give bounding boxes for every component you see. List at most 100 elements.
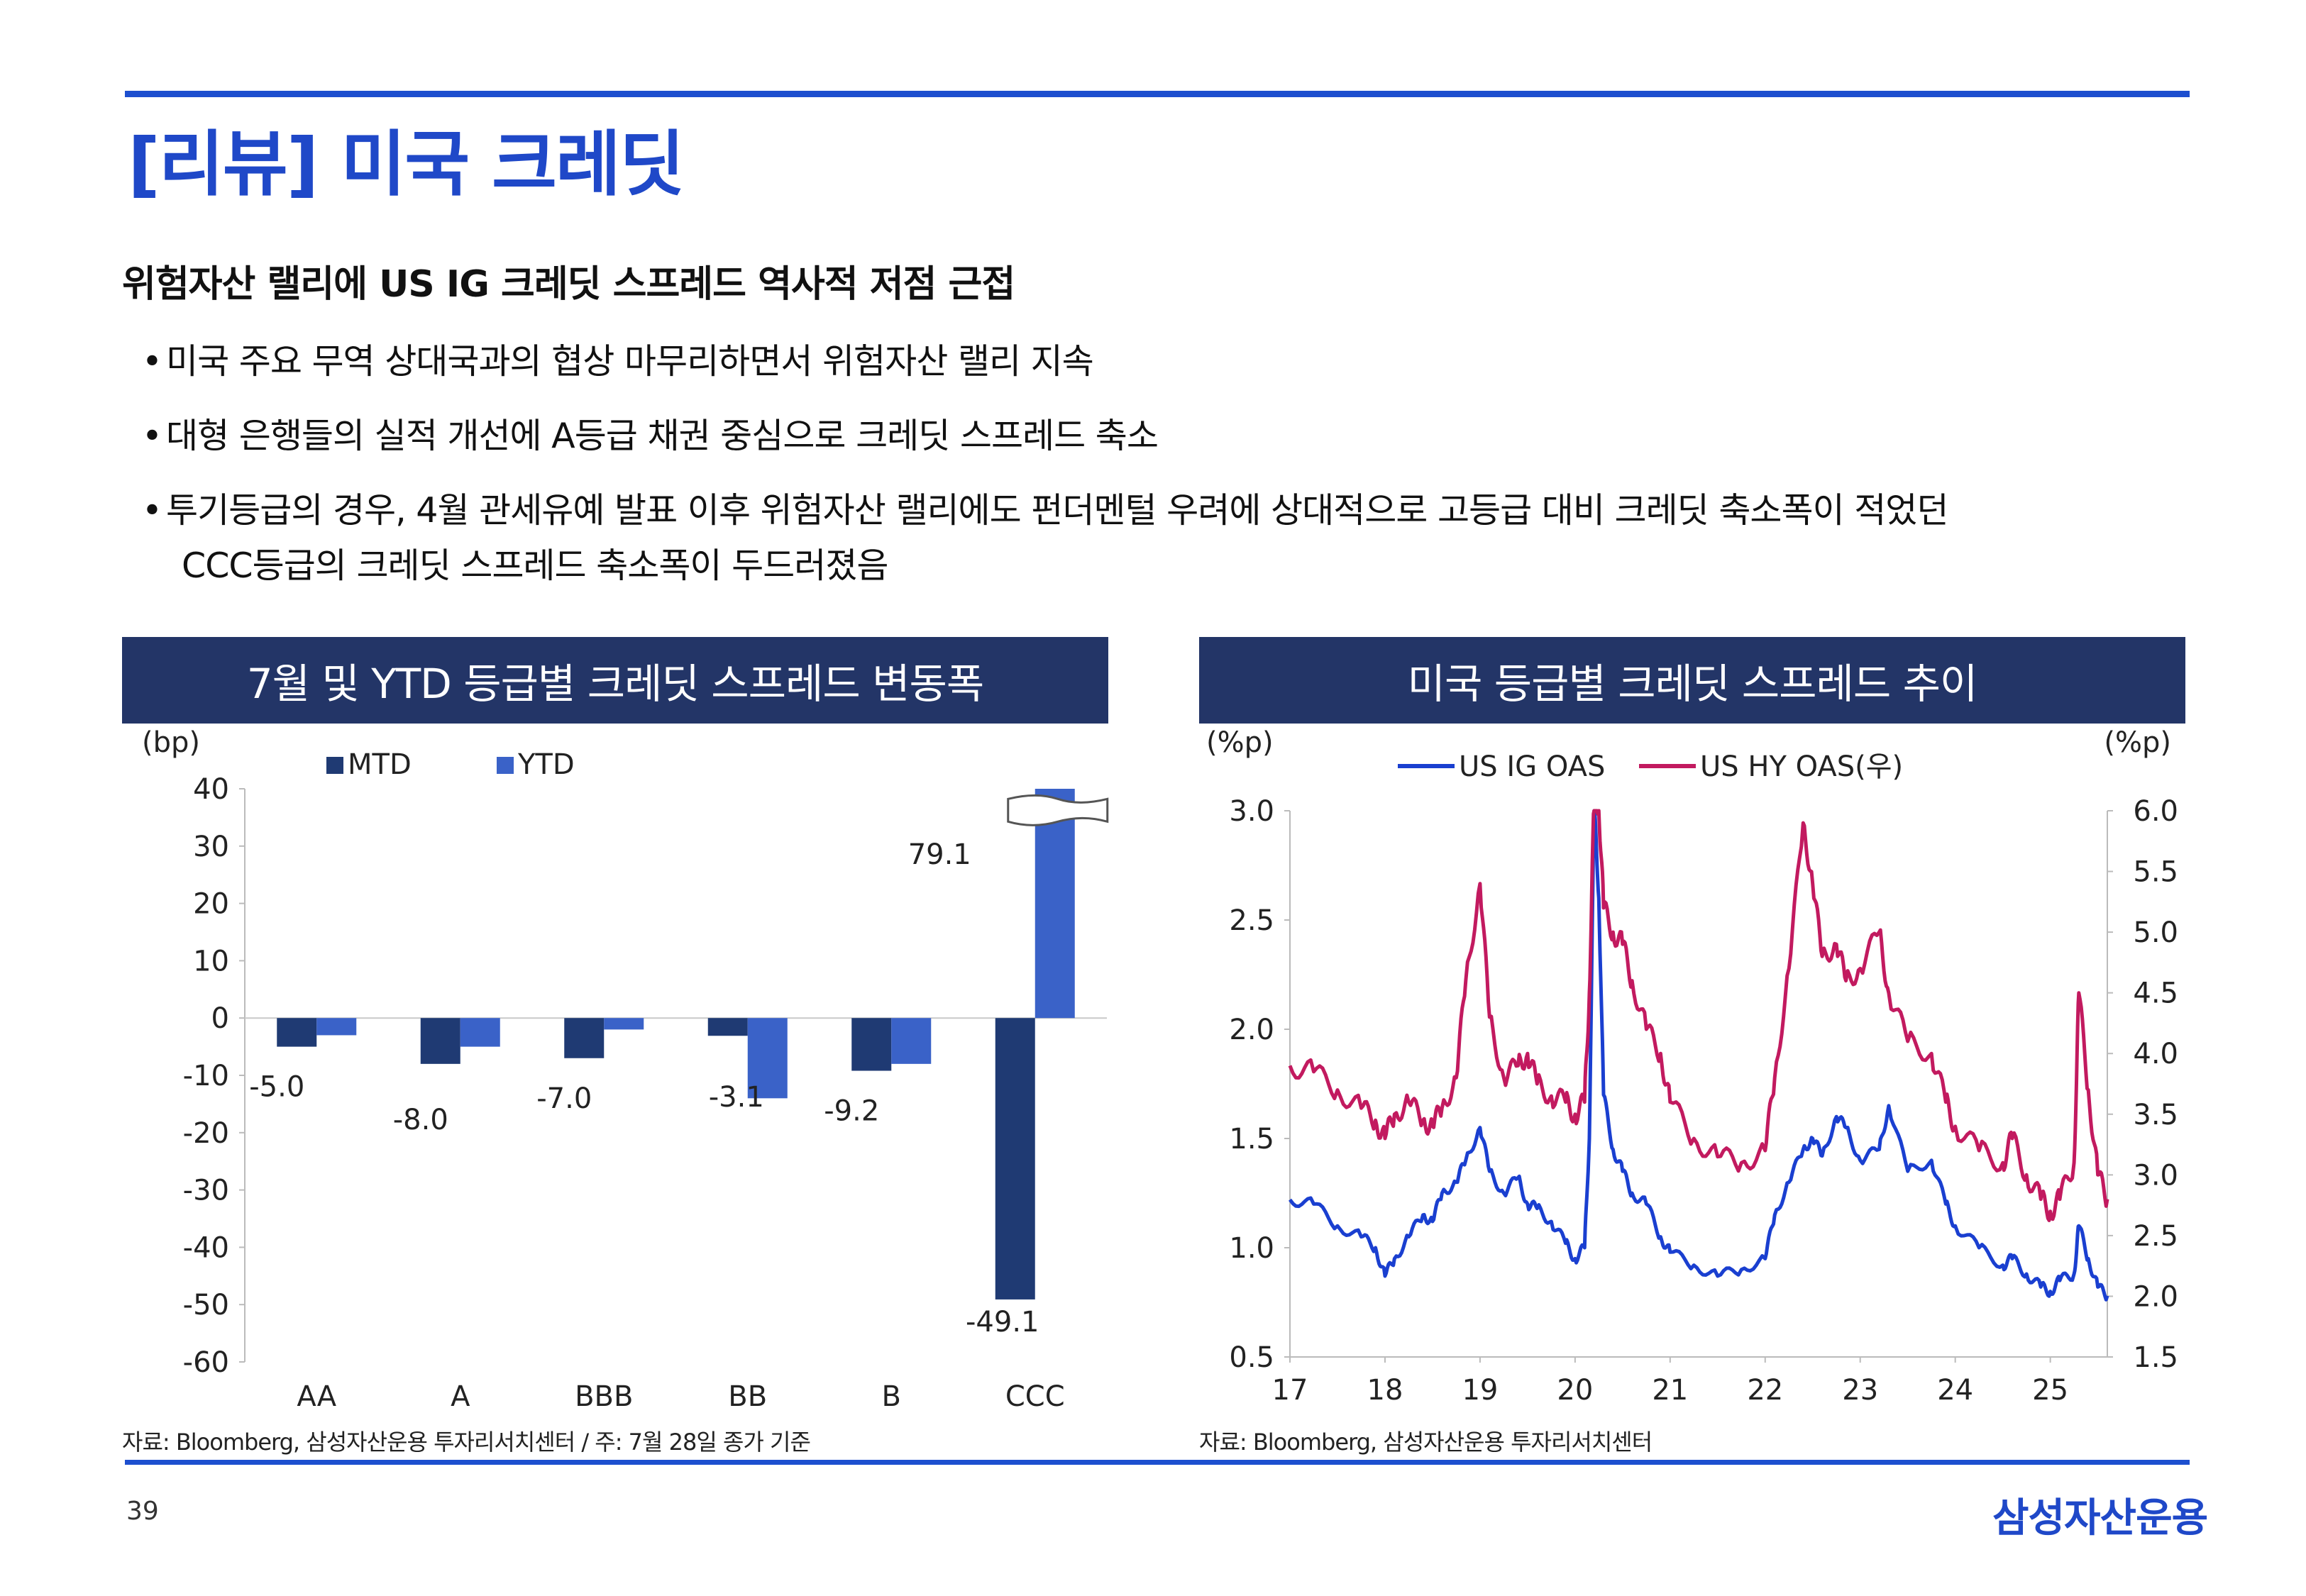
- line-x-tick-label: 23: [1842, 1374, 1878, 1407]
- line-x-tick-label: 17: [1272, 1374, 1308, 1407]
- line-axes: 3.0 2.5 2.0 1.5 1.0 0.5 6.0 5.5 5.0 4.5 4.0 3.5 3.0 2…: [1229, 795, 2178, 1407]
- line-x-tick-label: 20: [1557, 1374, 1593, 1407]
- bar-marks: [277, 789, 1075, 1299]
- bar-y-tick-label: 0: [211, 1002, 229, 1035]
- bar-y-tick-label: -50: [183, 1289, 229, 1321]
- line-left-tick-label: 3.0: [1229, 795, 1274, 828]
- bar-y-tick-label: -20: [183, 1117, 229, 1150]
- bar-ytd-ccc: [1035, 789, 1075, 1019]
- bar-x-tick-label: B: [882, 1380, 901, 1413]
- bar-legend: MTD YTD: [326, 748, 575, 781]
- line-chart: (%p) (%p) US IG OAS US HY OAS(우) 3.0 2.5 2.…: [1206, 727, 2178, 1407]
- bar-data-label: -5.0: [249, 1071, 304, 1104]
- legend-label-ytd: YTD: [517, 748, 575, 781]
- us-hy-oas-line: [1288, 809, 2109, 1222]
- right-panel-header: 미국 등급별 크레딧 스프레드 추이: [1199, 637, 2185, 724]
- bar-y-tick-label: -40: [183, 1231, 229, 1264]
- bar-data-label: -3.1: [709, 1081, 764, 1114]
- bar-mtd-a: [420, 1018, 460, 1064]
- bullet-dot: •: [142, 416, 162, 456]
- axis-break-shape: [1007, 794, 1109, 826]
- left-panel-header: 7월 및 YTD 등급별 크레딧 스프레드 변동폭: [122, 637, 1108, 724]
- legend-swatch-ytd: [497, 757, 514, 774]
- bullet-dot: •: [142, 490, 162, 531]
- line-right-tick-label: 3.0: [2133, 1159, 2178, 1192]
- line-x-tick-label: 22: [1747, 1374, 1783, 1407]
- bar-y-tick-label: 40: [193, 773, 229, 806]
- bullet-dot: •: [142, 341, 162, 382]
- bar-x-tick-label: BBB: [575, 1380, 633, 1413]
- line-left-tick-label: 1.0: [1229, 1232, 1274, 1265]
- bar-y-tick-label: -30: [183, 1175, 229, 1207]
- headline: 위험자산 랠리에 US IG 크레딧 스프레드 역사적 저점 근접: [122, 263, 1015, 306]
- bar-y-axis: 40 30 20 10 0 -10 -20 -30 -40 -50 -60: [183, 773, 1107, 1379]
- bar-y-tick-label: 30: [193, 831, 229, 863]
- bar-y-tick-label: -10: [183, 1060, 229, 1092]
- legend-label-us-ig-oas: US IG OAS: [1459, 750, 1605, 783]
- line-x-tick-label: 24: [1937, 1374, 1973, 1407]
- bar-ytd-bbb: [604, 1018, 644, 1030]
- line-right-tick-label: 2.5: [2133, 1220, 2178, 1253]
- bar-y-tick-label: -60: [183, 1346, 229, 1379]
- bar-data-label: -9.2: [824, 1095, 879, 1128]
- bullet-text: 대형 은행들의 실적 개선에 A등급 채권 중심으로 크레딧 스프레드 축소: [166, 416, 1159, 456]
- bar-x-tick-label: AA: [297, 1380, 336, 1413]
- legend-swatch-mtd: [326, 757, 343, 774]
- bar-data-label: 79.1: [908, 838, 971, 871]
- bar-ytd-bb: [747, 1018, 788, 1099]
- bullet-text: 미국 주요 무역 상대국과의 협상 마무리하면서 위험자산 랠리 지속: [166, 341, 1094, 382]
- bar-x-tick-label: BB: [728, 1380, 767, 1413]
- line-right-tick-label: 5.5: [2133, 856, 2178, 889]
- page-number: 39: [126, 1497, 159, 1526]
- bar-x-axis: AA A BBB BB B CCC: [297, 1380, 1064, 1413]
- line-x-tick-label: 19: [1462, 1374, 1498, 1407]
- bullet-2: • 대형 은행들의 실적 개선에 A등급 채권 중심으로 크레딧 스프레드 축소: [142, 408, 1159, 458]
- line-left-tick-label: 0.5: [1229, 1341, 1274, 1374]
- line-right-tick-label: 6.0: [2133, 795, 2178, 828]
- bar-x-tick-label: CCC: [1005, 1380, 1065, 1413]
- bar-mtd-bb: [707, 1018, 748, 1036]
- bar-y-tick-label: 10: [193, 945, 229, 977]
- bar-data-label: -49.1: [966, 1306, 1039, 1339]
- line-x-tick-label: 25: [2032, 1374, 2068, 1407]
- bullet-1: • 미국 주요 무역 상대국과의 협상 마무리하면서 위험자산 랠리 지속: [142, 333, 1094, 384]
- bar-mtd-aa: [277, 1018, 317, 1047]
- line-right-tick-label: 4.5: [2133, 977, 2178, 1010]
- bottom-rule: [125, 1460, 2190, 1465]
- bar-data-label: -7.0: [536, 1082, 592, 1115]
- brand-logo: 삼성자산운용: [1992, 1495, 2208, 1541]
- bar-mtd-ccc: [995, 1018, 1035, 1299]
- line-left-unit: (%p): [1206, 727, 1274, 759]
- line-right-tick-label: 3.5: [2133, 1099, 2178, 1131]
- us-ig-oas-line: [1289, 809, 2109, 1302]
- line-right-tick-label: 1.5: [2133, 1341, 2178, 1374]
- top-rule: [125, 91, 2190, 97]
- bar-data-labels: -5.0 -8.0 -7.0 -3.1 -9.2 -49.1 79.1: [249, 838, 1039, 1339]
- line-legend: US IG OAS US HY OAS(우): [1398, 750, 1903, 783]
- bar-ytd-b: [891, 1018, 932, 1064]
- bar-x-tick-label: A: [451, 1380, 470, 1413]
- left-source-note: 자료: Bloomberg, 삼성자산운용 투자리서치센터 / 주: 7월 28…: [122, 1429, 811, 1456]
- bar-chart: (bp) MTD YTD 403020100-10-20-30-40-50-60 …: [142, 727, 1109, 1413]
- axis-break-icon: [1007, 794, 1109, 826]
- line-x-tick-label: 18: [1367, 1374, 1403, 1407]
- line-left-tick-label: 1.5: [1229, 1123, 1274, 1156]
- slide-title: [리뷰] 미국 크레딧: [128, 123, 685, 206]
- line-x-tick-label: 21: [1652, 1374, 1688, 1407]
- bar-mtd-bbb: [564, 1018, 605, 1058]
- bar-data-label: -8.0: [393, 1104, 448, 1136]
- bar-ytd-aa: [316, 1018, 357, 1036]
- bullet-text: 투기등급의 경우, 4월 관세유예 발표 이후 위험자산 랠리에도 펀더멘털 우…: [166, 490, 1948, 531]
- bar-chart-unit: (bp): [142, 727, 200, 759]
- bullet-3-continuation: CCC등급의 크레딧 스프레드 축소폭이 두드러졌음: [182, 545, 888, 586]
- right-source-note: 자료: Bloomberg, 삼성자산운용 투자리서치센터: [1199, 1429, 1653, 1456]
- bar-mtd-b: [851, 1018, 892, 1071]
- line-right-tick-label: 5.0: [2133, 916, 2178, 949]
- legend-label-us-hy-oas: US HY OAS(우): [1700, 750, 1903, 783]
- bullet-3: • 투기등급의 경우, 4월 관세유예 발표 이후 위험자산 랠리에도 펀더멘털 …: [142, 482, 1948, 533]
- line-left-tick-label: 2.0: [1229, 1014, 1274, 1046]
- bar-ytd-a: [460, 1018, 500, 1047]
- bar-y-tick-label: 20: [193, 888, 229, 921]
- line-right-tick-label: 2.0: [2133, 1280, 2178, 1313]
- line-right-tick-label: 4.0: [2133, 1038, 2178, 1070]
